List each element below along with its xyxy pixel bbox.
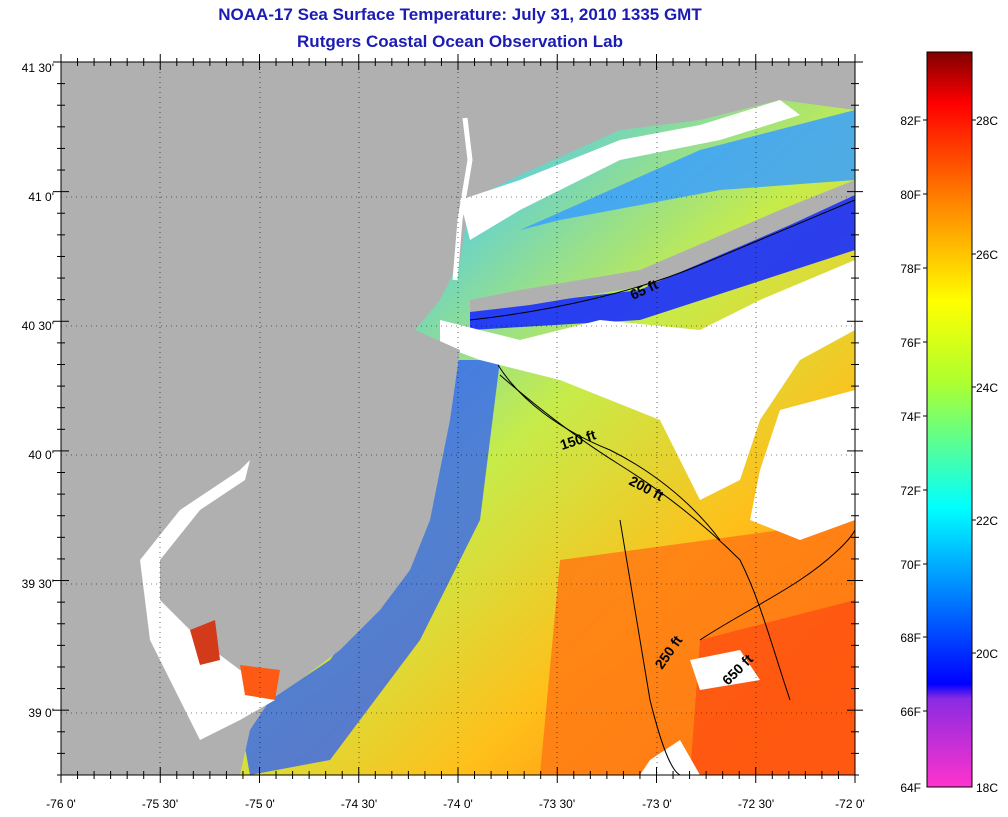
colorbar-f-label: 70F xyxy=(900,558,921,572)
lat-tick-label: 40 0' xyxy=(28,448,54,462)
colorbar-f-label: 82F xyxy=(900,114,921,128)
colorbar-f-label: 74F xyxy=(900,410,921,424)
lon-tick-label: -72 0' xyxy=(835,797,865,811)
lat-tick-label: 41 0' xyxy=(28,190,54,204)
hot-water-region xyxy=(690,600,855,775)
contour-line-150ft xyxy=(497,364,721,541)
coastal-cloud-mask xyxy=(460,100,800,240)
temperature-colorbar: 82F 80F 78F 76F 74F 72F 70F 68F 66F 64F … xyxy=(900,51,998,795)
lat-tick-label: 39 0' xyxy=(28,706,54,720)
colorbar-f-label: 64F xyxy=(900,781,921,795)
lat-tick-label: 41 30' xyxy=(22,61,54,75)
warm-bay-pixels xyxy=(190,620,220,665)
colorbar-f-label: 78F xyxy=(900,262,921,276)
colorbar-c-label: 22C xyxy=(976,514,998,528)
cloud-region xyxy=(440,260,855,500)
cold-upwelling-region xyxy=(470,190,855,330)
land-mass xyxy=(61,62,855,775)
map-subtitle: Rutgers Coastal Ocean Observation Lab xyxy=(297,32,623,51)
lon-tick-label: -73 0' xyxy=(642,797,672,811)
lon-tick-label: -76 0' xyxy=(46,797,76,811)
lat-tick-label: 39 30' xyxy=(22,577,54,591)
colorbar-c-label: 24C xyxy=(976,381,998,395)
map-area xyxy=(61,62,855,775)
lon-tick-label: -74 0' xyxy=(443,797,473,811)
contour-line-250ft xyxy=(619,519,681,775)
colorbar-f-label: 72F xyxy=(900,484,921,498)
lon-tick-label: -72 30' xyxy=(738,797,774,811)
colorbar-f-label: 68F xyxy=(900,631,921,645)
colorbar-f-label: 76F xyxy=(900,336,921,350)
cloud-region xyxy=(640,740,700,775)
colorbar-ticks xyxy=(923,119,976,712)
longitude-axis: -76 0' -75 30' -75 0' -74 30' -74 0' -73… xyxy=(46,797,865,811)
colorbar-c-label: 18C xyxy=(976,781,998,795)
lon-tick-label: -74 30' xyxy=(341,797,377,811)
lon-tick-label: -75 30' xyxy=(142,797,178,811)
colorbar-gradient xyxy=(926,51,973,788)
colorbar-f-label: 80F xyxy=(900,188,921,202)
delaware-bay xyxy=(140,460,275,740)
axis-ticks xyxy=(53,54,863,783)
contour-line-65ft xyxy=(469,199,855,321)
lon-tick-label: -73 30' xyxy=(539,797,575,811)
colorbar-c-label: 28C xyxy=(976,114,998,128)
latitude-axis: 41 30' 41 0' 40 30' 40 0' 39 30' 39 0' xyxy=(22,61,54,720)
lon-tick-label: -75 0' xyxy=(245,797,275,811)
hudson-river xyxy=(452,117,473,281)
colorbar-c-label: 20C xyxy=(976,647,998,661)
cloud-region xyxy=(750,390,855,540)
map-title: NOAA-17 Sea Surface Temperature: July 31… xyxy=(218,5,702,24)
contour-line-200ft xyxy=(499,374,791,701)
lat-tick-label: 40 30' xyxy=(22,319,54,333)
cloud-region xyxy=(690,650,760,690)
long-island-sound-water xyxy=(520,110,855,230)
colorbar-c-label: 26C xyxy=(976,248,998,262)
contour-line-650ft xyxy=(699,529,855,641)
long-island xyxy=(470,180,855,312)
bathymetry-contours xyxy=(469,199,855,775)
colorbar-f-label: 66F xyxy=(900,705,921,719)
